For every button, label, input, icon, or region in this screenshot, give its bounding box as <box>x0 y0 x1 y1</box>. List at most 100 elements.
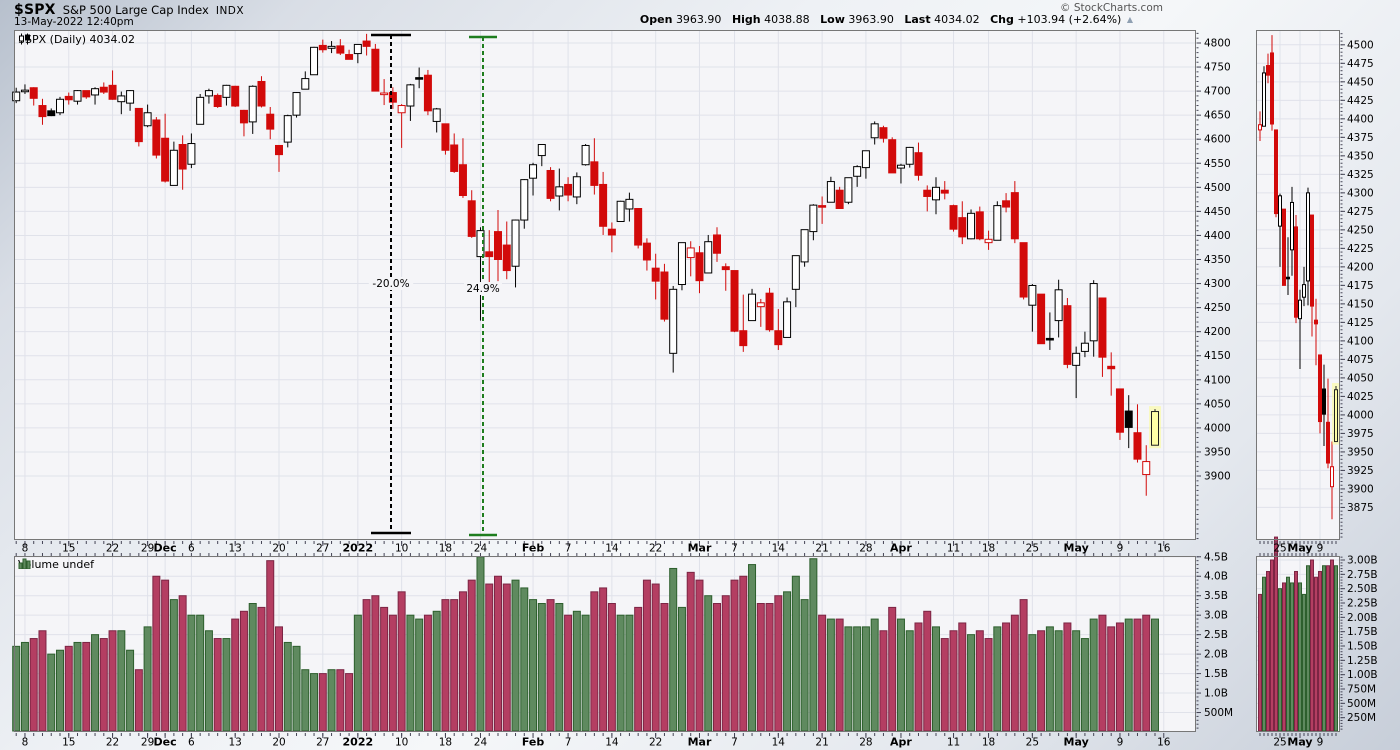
low-label: Low <box>820 13 845 26</box>
mini-volume-pane[interactable] <box>1258 536 1338 732</box>
chg-label: Chg <box>990 13 1014 26</box>
axis-label: 4300 <box>1347 187 1374 199</box>
volume-bar <box>432 610 441 732</box>
quote-line: Open 3963.90 High 4038.88 Low 3963.90 La… <box>640 13 1133 26</box>
axis-label: 1.25B <box>1347 655 1378 667</box>
axis-label: May <box>1064 542 1089 555</box>
candle-body <box>1326 421 1330 464</box>
candle-body <box>1054 289 1063 322</box>
volume-bar <box>301 669 310 732</box>
candle-body <box>634 208 643 246</box>
candle-body <box>204 90 213 97</box>
volume-bar <box>1133 618 1142 732</box>
volume-bar <box>1294 570 1298 732</box>
axis-label: 4200 <box>1204 326 1231 338</box>
candle-body <box>1330 466 1334 488</box>
mini-price-pane[interactable] <box>1258 35 1341 520</box>
candle-body <box>494 231 502 261</box>
volume-bar <box>187 614 196 732</box>
volume-bar <box>949 630 958 732</box>
axis-label: 9 <box>1117 737 1124 749</box>
candle-body <box>485 251 494 258</box>
axis-label: May <box>1064 736 1089 749</box>
volume-bar <box>1274 536 1278 732</box>
candle-body <box>82 90 91 98</box>
axis-label: 7 <box>565 543 572 555</box>
exchange: INDX <box>215 5 245 17</box>
axis-label: 4475 <box>1347 58 1374 70</box>
candle-body <box>1124 410 1133 428</box>
axis-label: 3.00B <box>1347 555 1378 567</box>
axis-label: 250M <box>1347 712 1376 724</box>
volume-bar <box>879 630 888 732</box>
volume-bar <box>1089 618 1098 732</box>
axis-label: Feb <box>522 736 545 749</box>
volume-bar <box>1278 588 1282 732</box>
candle-body <box>1334 389 1338 443</box>
volume-bar <box>222 638 231 732</box>
axis-label: 500M <box>1204 707 1233 719</box>
axis-label: 2.50B <box>1347 583 1378 595</box>
candle-body <box>353 43 362 55</box>
volume-bar <box>1063 622 1072 732</box>
axis-label: 11 <box>947 737 960 749</box>
axis-label: 29 <box>141 737 154 749</box>
candle-body <box>730 270 739 332</box>
volume-bar <box>1098 614 1107 732</box>
axis-label: 4175 <box>1347 280 1374 292</box>
volume-bar <box>12 645 21 732</box>
candle-body <box>616 200 625 222</box>
volume-bar <box>599 587 608 732</box>
candle-body <box>1286 276 1290 280</box>
candle-body <box>642 242 651 261</box>
candle-body <box>932 186 940 201</box>
volume-bar <box>213 638 222 732</box>
candle-body <box>152 119 161 156</box>
candle-body <box>1063 305 1072 365</box>
panel-border <box>1256 556 1340 732</box>
candle-body <box>1133 432 1142 460</box>
volume-bar <box>555 603 564 732</box>
axis-label: 28 <box>859 543 872 555</box>
volume-bar <box>1302 593 1306 732</box>
candle-body <box>1028 284 1037 306</box>
volume-bar <box>1151 618 1159 732</box>
candle-body <box>651 267 660 282</box>
axis-label: 22 <box>649 543 662 555</box>
axis-label: 4.5B <box>1204 551 1228 563</box>
candle-body <box>47 110 56 117</box>
axis-label: Apr <box>890 542 912 555</box>
volume-bar <box>423 614 432 732</box>
candle-body <box>1098 297 1107 358</box>
candle-body <box>923 189 932 197</box>
volume-bar <box>975 630 984 732</box>
axis-label: 9 <box>1317 543 1324 555</box>
candle-body <box>213 94 222 107</box>
axis-label: 11 <box>947 543 960 555</box>
axis-label: 4000 <box>1204 422 1231 434</box>
volume-bar <box>502 583 511 732</box>
main-price-pane[interactable] <box>12 33 1161 496</box>
volume-bar <box>853 626 862 732</box>
volume-bar <box>248 603 257 732</box>
candle-body <box>721 266 730 271</box>
volume-bar <box>581 614 590 732</box>
volume-bar <box>1054 630 1063 732</box>
candle-body <box>441 123 450 151</box>
volume-bar <box>1028 634 1037 732</box>
candle-body <box>511 219 520 267</box>
candle-body <box>1290 201 1294 251</box>
volume-bar <box>651 583 660 732</box>
volume-bar <box>721 595 730 732</box>
axis-label: 4650 <box>1204 110 1231 122</box>
axis-label: 22 <box>106 543 119 555</box>
volume-bars-icon <box>18 558 31 569</box>
axis-label: 29 <box>141 543 154 555</box>
volume-pane-legend: Volume undef <box>18 558 94 571</box>
volume-bar <box>826 618 835 732</box>
volume-bar <box>861 626 870 732</box>
main-volume-pane[interactable] <box>12 556 1159 732</box>
axis-label: 25 <box>1273 737 1286 749</box>
